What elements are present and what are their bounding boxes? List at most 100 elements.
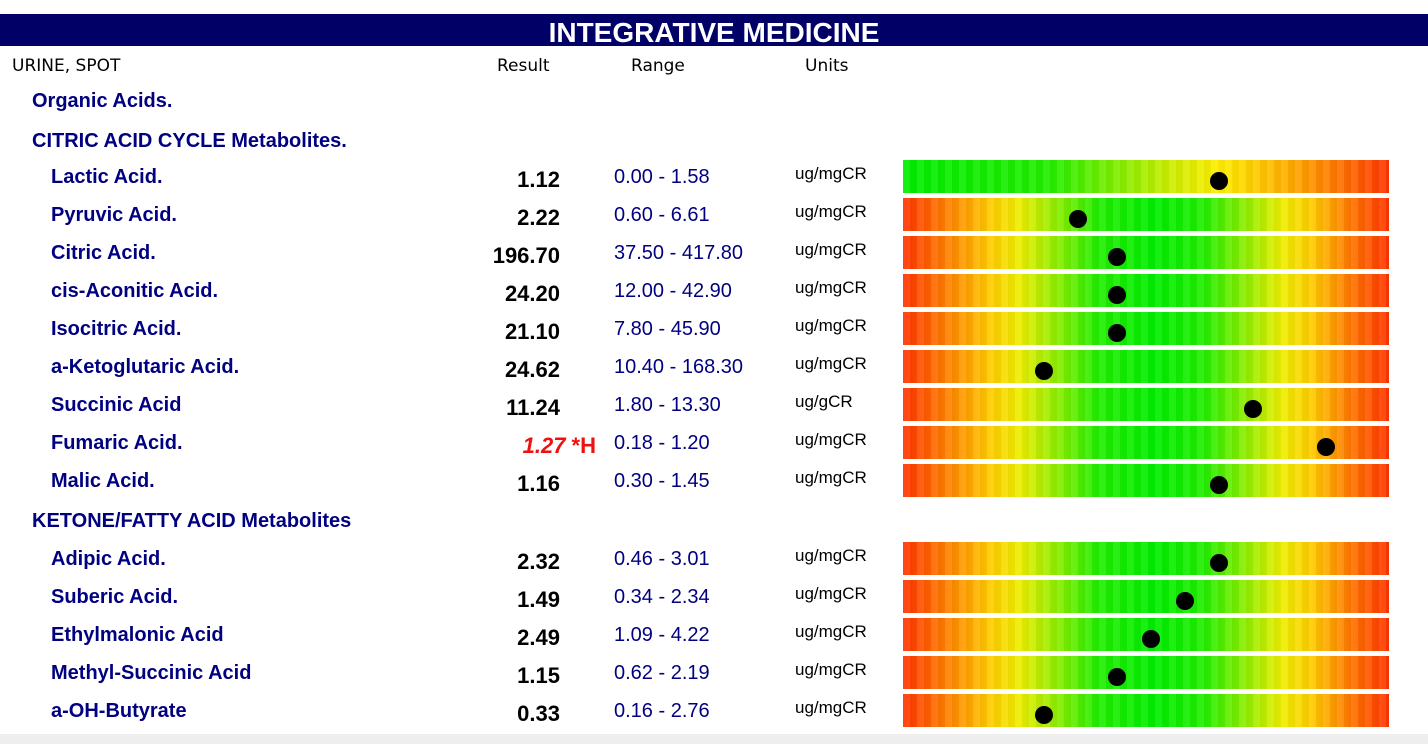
gauge-marker-dot (1176, 592, 1194, 610)
result-value: 2.49 (517, 625, 560, 650)
range-gauge-bar (903, 388, 1389, 421)
range-gauge-bar (903, 350, 1389, 383)
result-value: 11.24 (506, 395, 560, 420)
result-value: 21.10 (504, 319, 560, 344)
range-column-header: Range (631, 56, 685, 76)
range-gauge-bar (903, 656, 1389, 689)
result-value: 1.16 (517, 471, 560, 496)
units-label: ug/mgCR (795, 240, 867, 259)
gauge-marker-dot (1142, 630, 1160, 648)
units-label: ug/mgCR (795, 698, 867, 717)
analyte-name: Adipic Acid. (51, 548, 166, 570)
result-value: 1.15 (517, 663, 560, 688)
report-header: INTEGRATIVE MEDICINE (0, 14, 1428, 48)
range-gauge-bar (903, 694, 1389, 727)
units-label: ug/mgCR (795, 660, 867, 679)
reference-range: 1.09 - 4.22 (614, 624, 710, 646)
table-row: Methyl-Succinic Acid 1.15 0.62 - 2.19 ug/mg… (0, 656, 1428, 692)
reference-range: 10.40 - 168.30 (614, 356, 743, 378)
analyte-name: Fumaric Acid. (51, 432, 183, 454)
gauge-marker-dot (1035, 706, 1053, 724)
analyte-name: Malic Acid. (51, 470, 155, 492)
reference-range: 12.00 - 42.90 (614, 280, 732, 302)
gauge-stripes (903, 312, 1389, 345)
gauge-stripes (903, 198, 1389, 231)
units-label: ug/mgCR (795, 622, 867, 641)
gauge-stripes (903, 274, 1389, 307)
gauge-stripes (903, 350, 1389, 383)
table-row: Isocitric Acid. 21.10 7.80 - 45.90 ug/mgCR (0, 312, 1428, 348)
gauge-marker-dot (1210, 172, 1228, 190)
units-label: ug/mgCR (795, 430, 867, 449)
high-flag-badge: *H (565, 433, 596, 458)
range-gauge-bar (903, 274, 1389, 307)
table-row: a-Ketoglutaric Acid. 24.62 10.40 - 168.30 u… (0, 350, 1428, 386)
gauge-stripes (903, 694, 1389, 727)
units-label: ug/mgCR (795, 468, 867, 487)
analyte-name: Lactic Acid. (51, 166, 163, 188)
table-row: Suberic Acid. 1.49 0.34 - 2.34 ug/mgCR (0, 580, 1428, 616)
units-column-header: Units (805, 56, 849, 76)
reference-range: 0.00 - 1.58 (614, 166, 710, 188)
units-label: ug/mgCR (795, 164, 867, 183)
range-gauge-bar (903, 160, 1389, 193)
result-value: 2.22 (517, 205, 560, 230)
page-bottom-edge (0, 734, 1428, 744)
range-gauge-bar (903, 464, 1389, 497)
gauge-stripes (903, 464, 1389, 497)
result-value: 196.70 (492, 243, 560, 268)
range-gauge-bar (903, 580, 1389, 613)
result-value: 1.12 (517, 167, 560, 192)
range-gauge-bar (903, 312, 1389, 345)
table-row: Lactic Acid. 1.12 0.00 - 1.58 ug/mgCR (0, 160, 1428, 196)
table-row: Citric Acid. 196.70 37.50 - 417.80 ug/mgCR (0, 236, 1428, 272)
flagged-result-value: 1.27 (522, 433, 566, 458)
analyte-name: a-OH-Butyrate (51, 700, 187, 722)
analyte-name: Isocitric Acid. (51, 318, 182, 340)
reference-range: 0.16 - 2.76 (614, 700, 710, 722)
units-label: ug/gCR (795, 392, 853, 411)
gauge-marker-dot (1210, 476, 1228, 494)
gauge-marker-dot (1108, 286, 1126, 304)
table-row: Fumaric Acid. 1.27 *H 0.18 - 1.20 ug/mgCR (0, 426, 1428, 462)
analyte-name: Suberic Acid. (51, 586, 179, 608)
reference-range: 37.50 - 417.80 (614, 242, 743, 264)
result-column-header: Result (497, 56, 550, 76)
gauge-stripes (903, 160, 1389, 193)
analyte-name: Methyl-Succinic Acid (51, 662, 252, 684)
range-gauge-bar (903, 198, 1389, 231)
analyte-name: Ethylmalonic Acid (51, 624, 224, 646)
gauge-stripes (903, 580, 1389, 613)
units-label: ug/mgCR (795, 584, 867, 603)
reference-range: 7.80 - 45.90 (614, 318, 721, 340)
reference-range: 0.34 - 2.34 (614, 586, 710, 608)
result-value: 24.20 (504, 281, 560, 306)
gauge-marker-dot (1108, 324, 1126, 342)
analyte-name: Pyruvic Acid. (51, 204, 177, 226)
section-citric-acid-cycle: CITRIC ACID CYCLE Metabolites. (32, 130, 347, 152)
gauge-marker-dot (1317, 438, 1335, 456)
gauge-marker-dot (1244, 400, 1262, 418)
section-organic-acids: Organic Acids. (32, 90, 173, 112)
result-value: 1.27 *H (400, 433, 596, 459)
range-gauge-bar (903, 236, 1389, 269)
gauge-marker-dot (1035, 362, 1053, 380)
gauge-stripes (903, 236, 1389, 269)
gauge-stripes (903, 656, 1389, 689)
section-ketone-fatty-acid: KETONE/FATTY ACID Metabolites (32, 510, 352, 532)
table-row: Pyruvic Acid. 2.22 0.60 - 6.61 ug/mgCR (0, 198, 1428, 234)
gauge-marker-dot (1108, 248, 1126, 266)
units-label: ug/mgCR (795, 278, 867, 297)
gauge-stripes (903, 542, 1389, 575)
table-row: cis-Aconitic Acid. 24.20 12.00 - 42.90 ug/m… (0, 274, 1428, 310)
gauge-marker-dot (1210, 554, 1228, 572)
table-row: Ethylmalonic Acid 2.49 1.09 - 4.22 ug/mgCR (0, 618, 1428, 654)
analyte-name: cis-Aconitic Acid. (51, 280, 219, 302)
reference-range: 0.30 - 1.45 (614, 470, 710, 492)
reference-range: 0.62 - 2.19 (614, 662, 710, 684)
reference-range: 0.46 - 3.01 (614, 548, 710, 570)
reference-range: 0.18 - 1.20 (614, 432, 710, 454)
reference-range: 0.60 - 6.61 (614, 204, 710, 226)
analyte-name: Citric Acid. (51, 242, 156, 264)
gauge-stripes (903, 426, 1389, 459)
